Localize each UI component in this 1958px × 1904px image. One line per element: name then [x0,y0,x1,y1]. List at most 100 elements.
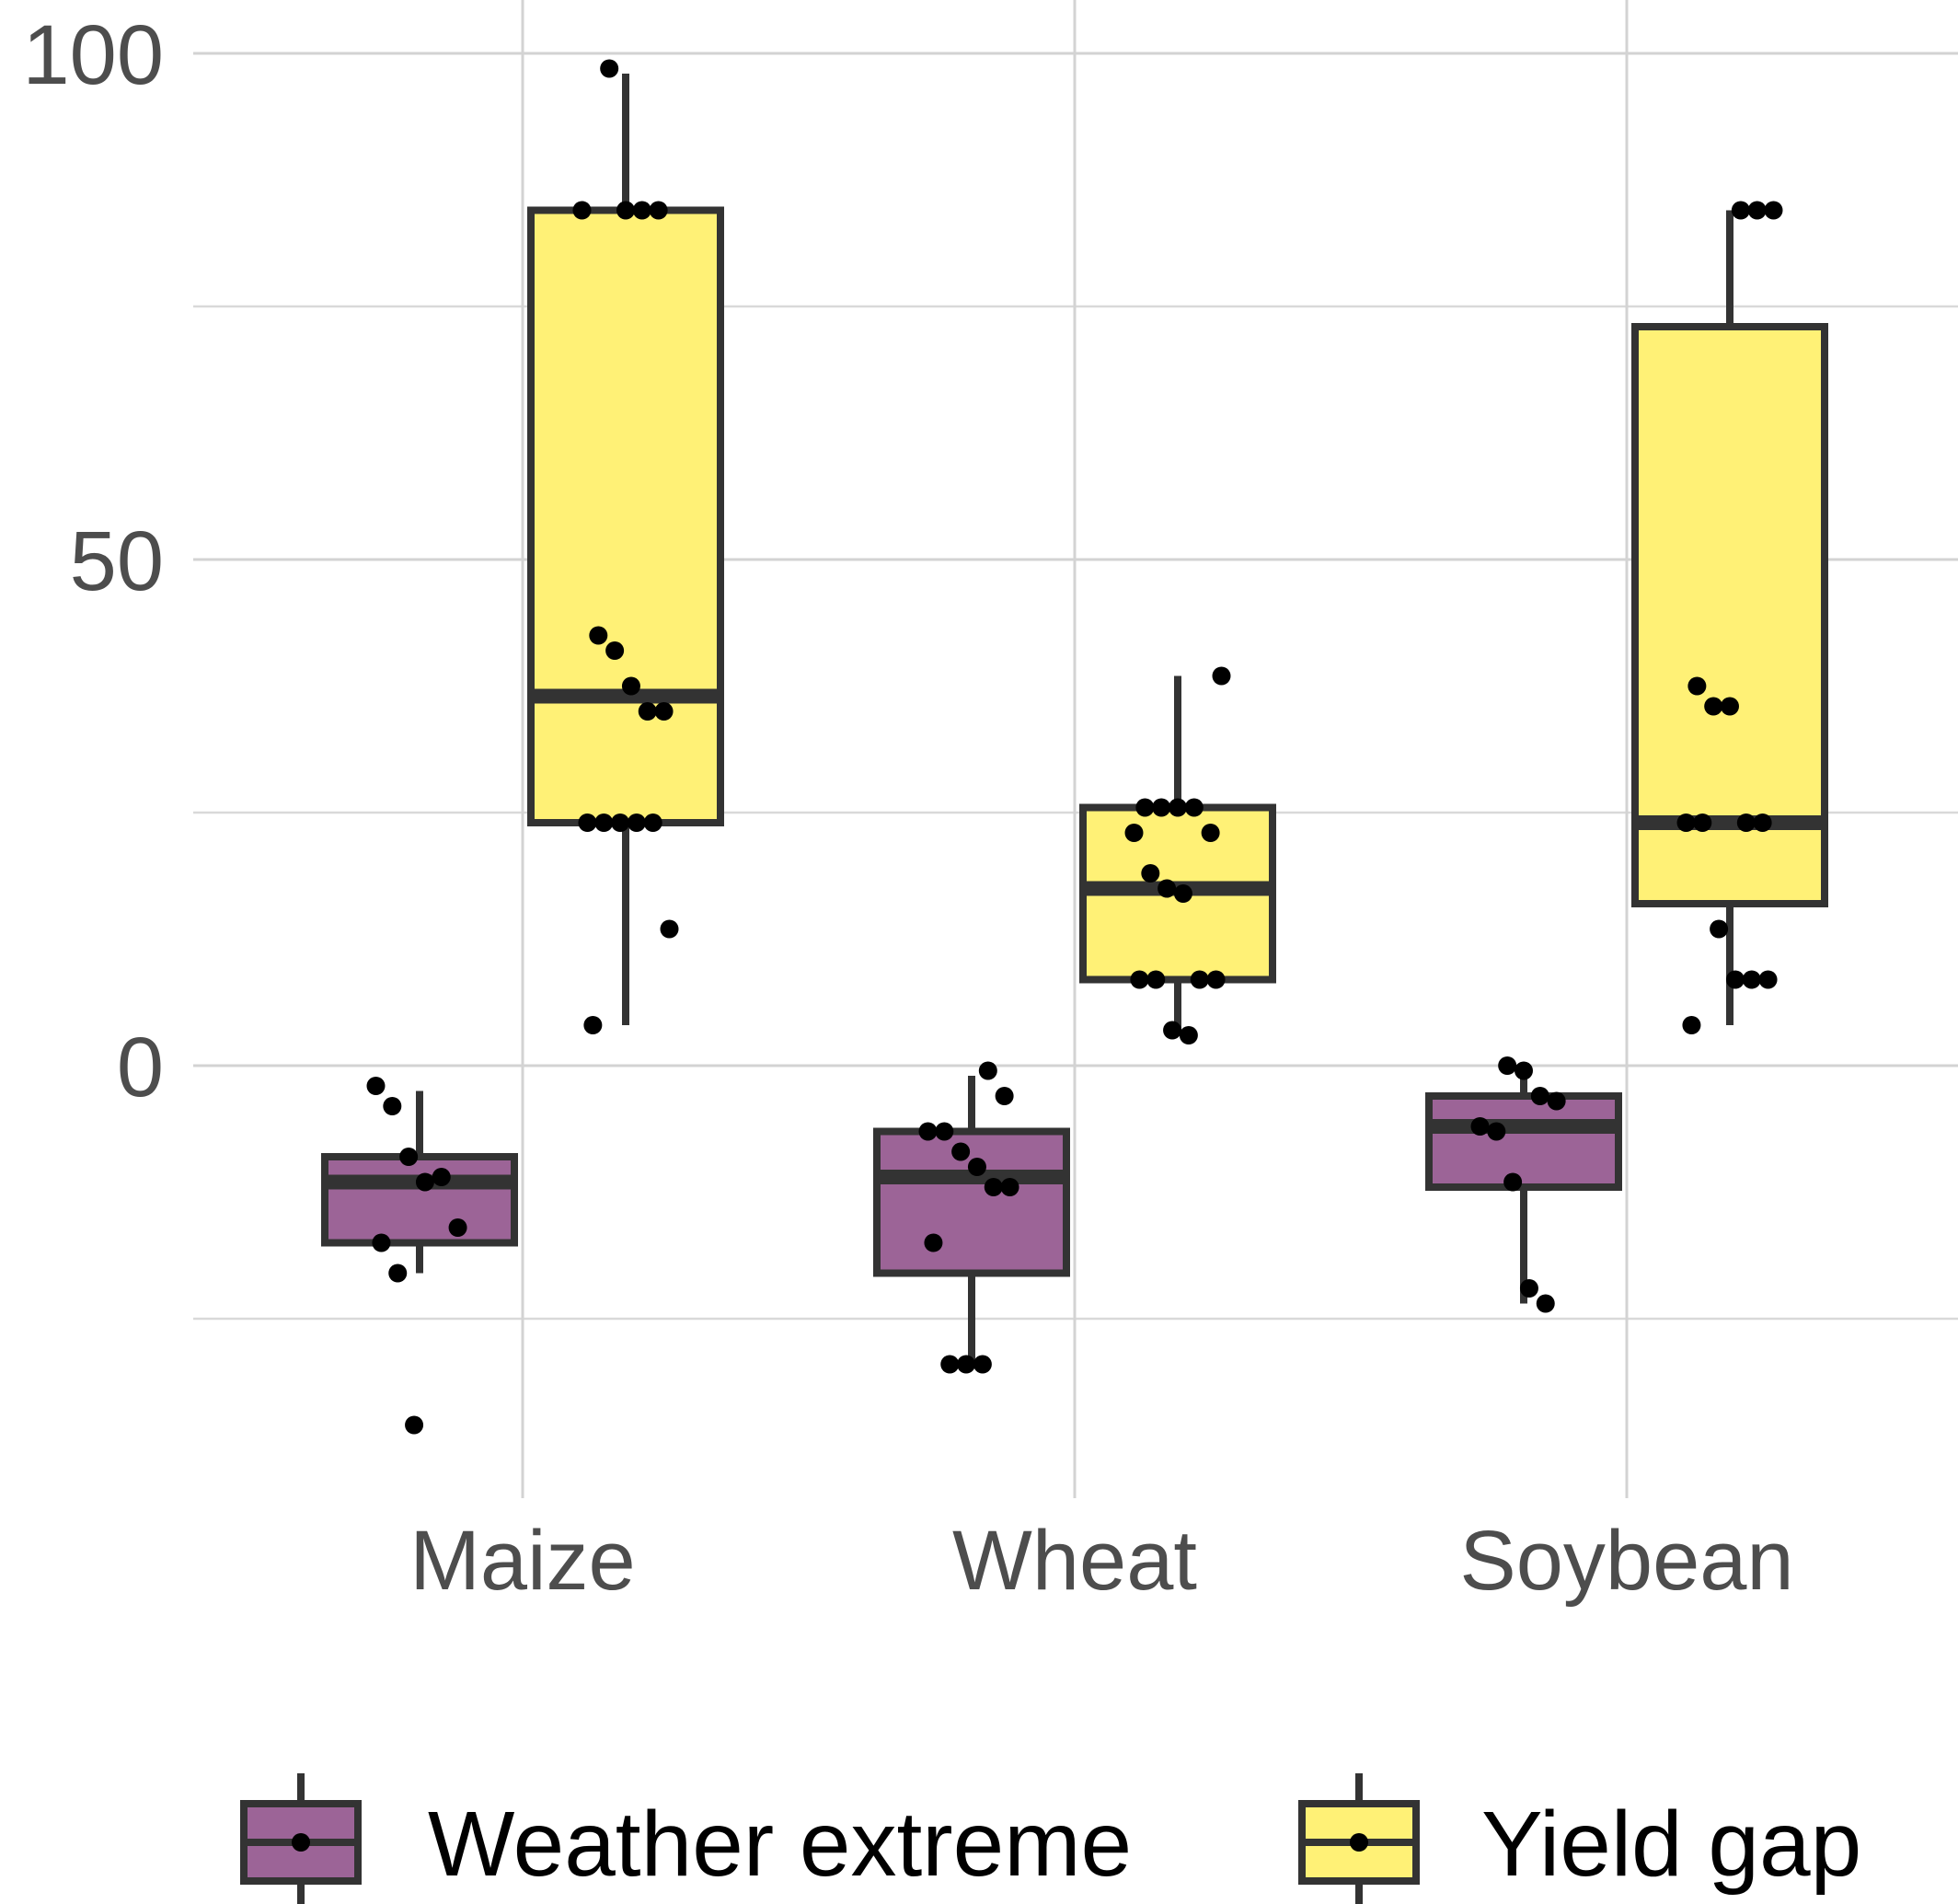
grid [193,0,1958,1498]
legend-item-weather-extreme: Weather extreme [240,1773,1132,1904]
data-point [372,1233,391,1252]
data-point [1704,697,1723,716]
data-point [1536,1294,1555,1313]
box-body [1425,1092,1622,1191]
data-point [1135,798,1155,817]
data-point [1487,1122,1506,1141]
data-point [1530,1087,1549,1105]
legend-label: Yield gap [1481,1793,1861,1896]
data-point [605,641,625,660]
data-point [1731,201,1750,220]
data-point [1758,970,1778,989]
data-point [1201,824,1220,842]
data-point [621,676,640,696]
data-point [1212,666,1231,686]
data-point [935,1122,954,1141]
y-axis-tick-labels: 0 50 100 [23,8,165,1114]
data-point [957,1355,976,1374]
data-point [1676,814,1696,832]
data-point [578,814,597,832]
data-point [654,702,674,721]
data-point [1130,970,1149,989]
box-weather-extreme-maize [321,1090,518,1274]
data-point [1519,1279,1538,1298]
data-point [1141,864,1160,883]
data-point [1710,919,1729,939]
legend-key-point [292,1833,310,1852]
box-body [321,1153,518,1247]
data-point [1163,1021,1182,1040]
data-point [627,814,646,832]
data-point [572,201,592,220]
data-point [1169,798,1187,817]
y-tick-label: 50 [70,514,164,608]
data-point [583,1016,603,1034]
data-point [984,1178,1003,1196]
data-point [1190,970,1209,989]
data-point [383,1097,402,1115]
box-body [873,1127,1070,1277]
data-point [600,59,619,78]
data-point [643,814,662,832]
data-point [1470,1117,1490,1136]
box-body [527,206,724,826]
data-point [924,1233,943,1252]
x-tick-label: Maize [409,1514,635,1608]
data-point [1764,201,1783,220]
data-point [995,1087,1014,1105]
data-point [616,201,635,220]
data-point [1721,697,1739,716]
data-point [973,1355,992,1374]
data-point [1179,1026,1198,1044]
box-yield-gap-soybean [1631,210,1828,1025]
boxes [321,74,1828,1365]
data-point [415,1172,434,1192]
box-weather-extreme-soybean [1425,1066,1622,1304]
data-point [967,1158,986,1176]
box-body [1631,323,1828,907]
data-point [1173,884,1192,903]
y-tick-label: 100 [23,8,165,102]
data-point [1503,1172,1523,1192]
legend: Weather extreme Yield gap [240,1773,1861,1904]
data-point [1124,824,1144,842]
data-point [632,201,651,220]
legend-item-yield-gap: Yield gap [1298,1773,1861,1904]
x-axis-tick-labels: Maize Wheat Soybean [409,1514,1793,1608]
data-point [399,1148,419,1166]
data-point [1736,814,1756,832]
box-yield-gap-maize [527,74,724,1025]
data-points [366,59,1783,1435]
legend-label: Weather extreme [428,1793,1132,1896]
data-point [638,702,657,721]
box-yield-gap-wheat [1079,675,1276,1035]
data-point [1206,970,1226,989]
data-point [1547,1091,1566,1111]
data-point [1725,970,1745,989]
data-point [1753,814,1772,832]
data-point [1152,798,1171,817]
data-point [978,1061,997,1080]
data-point [649,201,668,220]
data-point [1146,970,1166,989]
data-point [918,1122,938,1141]
data-point [448,1218,467,1237]
data-point [611,814,630,832]
data-point [1693,814,1712,832]
data-point [1158,879,1177,898]
data-point [432,1168,451,1186]
x-tick-label: Soybean [1459,1514,1793,1608]
legend-key-point [1350,1833,1368,1852]
box-weather-extreme-wheat [873,1076,1070,1365]
data-point [405,1415,424,1435]
y-tick-label: 0 [117,1021,164,1114]
data-point [951,1142,971,1161]
x-tick-label: Wheat [952,1514,1197,1608]
data-point [1498,1056,1517,1075]
data-point [940,1355,960,1374]
data-point [1000,1178,1019,1196]
data-point [1682,1016,1701,1034]
data-point [594,814,614,832]
data-point [1687,676,1707,696]
